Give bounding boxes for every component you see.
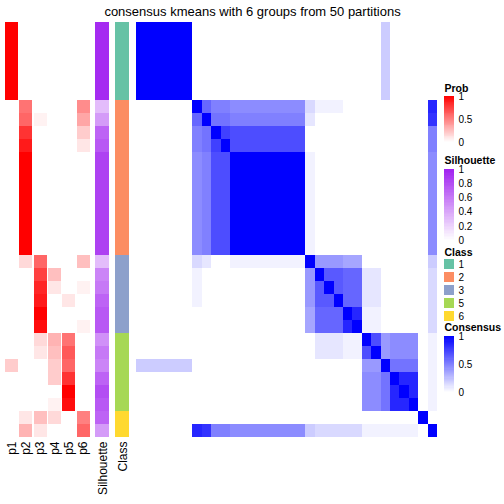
- svg-text:Class: Class: [116, 442, 130, 472]
- svg-text:Class: Class: [445, 246, 473, 258]
- svg-text:p2: p2: [19, 441, 33, 455]
- svg-text:0.4: 0.4: [459, 206, 473, 217]
- svg-text:0.6: 0.6: [459, 192, 473, 203]
- svg-text:0.8: 0.8: [459, 178, 473, 189]
- svg-text:Prob: Prob: [445, 82, 469, 94]
- svg-text:p5: p5: [62, 441, 76, 455]
- svg-text:0: 0: [459, 235, 465, 246]
- svg-text:1: 1: [459, 91, 465, 102]
- svg-text:6: 6: [459, 311, 465, 322]
- svg-text:1: 1: [459, 259, 465, 270]
- svg-text:0: 0: [459, 137, 465, 148]
- svg-text:1: 1: [459, 331, 465, 342]
- svg-text:5: 5: [459, 298, 465, 309]
- svg-text:3: 3: [459, 285, 465, 296]
- svg-text:0.2: 0.2: [459, 221, 473, 232]
- svg-text:1: 1: [459, 164, 465, 175]
- svg-text:Silhouette: Silhouette: [445, 154, 496, 166]
- svg-text:consensus kmeans with 6 groups: consensus kmeans with 6 groups from 50 p…: [104, 4, 401, 19]
- svg-text:p4: p4: [48, 441, 62, 455]
- svg-text:Consensus: Consensus: [445, 321, 502, 333]
- svg-text:p6: p6: [76, 441, 90, 455]
- svg-text:2: 2: [459, 272, 465, 283]
- svg-text:p1: p1: [5, 441, 19, 455]
- svg-text:Silhouette: Silhouette: [96, 441, 110, 495]
- svg-text:0.5: 0.5: [459, 114, 473, 125]
- svg-text:0: 0: [459, 387, 465, 398]
- svg-text:0.5: 0.5: [459, 359, 473, 370]
- svg-text:p3: p3: [33, 441, 47, 455]
